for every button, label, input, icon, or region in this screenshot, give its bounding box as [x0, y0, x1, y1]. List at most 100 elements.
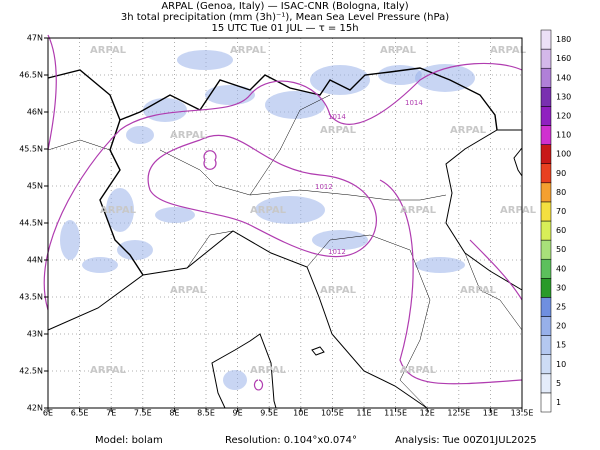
- x-tick-label: 12.5E: [447, 409, 470, 418]
- isobar-label: 1012: [315, 183, 333, 191]
- colorbar-swatch: [540, 48, 552, 69]
- colorbar-label: 100: [556, 150, 571, 159]
- title-line: 15 UTC Tue 01 JUL — τ = 15h: [211, 23, 358, 34]
- colorbar-label: 120: [556, 111, 571, 120]
- y-tick-label: 42.5N: [19, 367, 43, 376]
- colorbar-swatch: [540, 163, 552, 184]
- x-tick-label: 11.5E: [384, 409, 407, 418]
- watermark: ARPAL: [500, 205, 537, 216]
- axes: 6E 6.5E 7E 7.5E 8E 8.5E 9E 9.5E 10E 10.5E 11E 11.5E…: [19, 34, 533, 418]
- footer-analysis: Analysis: Tue 00Z01JUL2025: [395, 435, 537, 446]
- colorbar-swatch: [540, 373, 552, 394]
- y-tick-label: 44N: [27, 256, 43, 265]
- colorbar-swatch: [540, 220, 552, 241]
- colorbar-label: 70: [556, 207, 566, 216]
- watermark: ARPAL: [320, 285, 357, 296]
- colorbar-label: 180: [556, 35, 571, 44]
- x-tick-label: 13E: [483, 409, 498, 418]
- colorbar-label: 60: [556, 226, 566, 235]
- x-tick-label: 13.5E: [511, 409, 534, 418]
- x-tick-label: 9E: [233, 409, 243, 418]
- watermark: ARPAL: [490, 45, 527, 56]
- colorbar-swatch: [540, 297, 552, 317]
- x-tick-label: 8.5E: [197, 409, 215, 418]
- watermark: ARPAL: [400, 205, 437, 216]
- x-tick-label: 10E: [293, 409, 308, 418]
- watermark: ARPAL: [170, 130, 207, 141]
- colorbar-label: 110: [556, 131, 571, 140]
- watermark: ARPAL: [250, 205, 287, 216]
- colorbar-swatch: [540, 106, 552, 126]
- watermark: ARPAL: [250, 365, 287, 376]
- x-tick-label: 12E: [420, 409, 435, 418]
- colorbar-label: 1: [556, 398, 561, 407]
- colorbar-swatch: [540, 258, 552, 279]
- y-tick-label: 45.5N: [19, 145, 43, 154]
- colorbar-label: 40: [556, 264, 566, 273]
- colorbar-swatch: [540, 316, 552, 336]
- isobar-label: 1014: [405, 99, 423, 107]
- watermarks: ARPAL ARPAL ARPAL ARPAL ARPAL ARPAL ARPAL ARPAL…: [90, 45, 537, 376]
- map-frame: [47, 37, 523, 409]
- footer-model: Model: bolam: [95, 435, 163, 446]
- x-tick-label: 11E: [356, 409, 371, 418]
- colorbar-label: 20: [556, 322, 566, 331]
- y-tick-label: 45N: [27, 182, 43, 191]
- isobar-label: 1014: [328, 113, 346, 121]
- colorbar-swatch: [540, 125, 552, 145]
- y-tick-label: 46N: [27, 108, 43, 117]
- watermark: ARPAL: [230, 45, 267, 56]
- colorbar-swatch: [540, 182, 552, 203]
- isobar-label: 1012: [328, 248, 346, 256]
- x-tick-label: 7E: [106, 409, 116, 418]
- watermark: ARPAL: [90, 365, 127, 376]
- y-tick-label: 46.5N: [19, 71, 43, 80]
- watermark: ARPAL: [170, 285, 207, 296]
- isobars: [43, 34, 523, 391]
- colorbar-label: 90: [556, 169, 566, 178]
- colorbar-swatch: [540, 144, 552, 164]
- y-tick-label: 42N: [27, 404, 43, 413]
- x-tick-label: 6.5E: [71, 409, 89, 418]
- titles: ARPAL (Genoa, Italy) — ISAC-CNR (Bologna…: [121, 1, 449, 34]
- watermark: ARPAL: [380, 45, 417, 56]
- watermark: ARPAL: [400, 365, 437, 376]
- colorbar-swatch: [540, 67, 552, 88]
- x-tick-label: 6E: [43, 409, 53, 418]
- y-tick-label: 43.5N: [19, 293, 43, 302]
- colorbar-label: 15: [556, 341, 566, 350]
- colorbar-label: 50: [556, 245, 566, 254]
- colorbar-swatch: [540, 354, 552, 375]
- title-line: ARPAL (Genoa, Italy) — ISAC-CNR (Bologna…: [161, 1, 408, 12]
- colorbar-swatch: [540, 392, 552, 413]
- colorbar-label: 10: [556, 360, 566, 369]
- colorbar-label: 140: [556, 73, 571, 82]
- colorbar-swatch: [540, 201, 552, 222]
- footer: Model: bolam Resolution: 0.104°x0.074° A…: [95, 435, 537, 446]
- colorbar-swatch: [540, 335, 552, 355]
- title-line: 3h total precipitation (mm (3h)⁻¹), Mean…: [121, 12, 449, 23]
- watermark: ARPAL: [90, 45, 127, 56]
- x-tick-label: 9.5E: [260, 409, 278, 418]
- colorbar: 1510152025304050607080901001101201301401…: [540, 29, 571, 413]
- y-tick-label: 44.5N: [19, 219, 43, 228]
- coastlines: [47, 129, 523, 409]
- watermark: ARPAL: [100, 205, 137, 216]
- y-tick-label: 47N: [27, 34, 43, 43]
- footer-resolution: Resolution: 0.104°x0.074°: [225, 435, 357, 446]
- watermark: ARPAL: [320, 125, 357, 136]
- colorbar-swatch: [540, 29, 552, 50]
- colorbar-label: 5: [556, 379, 561, 388]
- colorbar-label: 80: [556, 188, 566, 197]
- colorbar-label: 25: [556, 302, 566, 311]
- colorbar-swatch: [540, 278, 552, 298]
- colorbar-label: 160: [556, 54, 571, 63]
- colorbar-label: 130: [556, 92, 571, 101]
- colorbar-swatch: [540, 87, 552, 107]
- watermark: ARPAL: [460, 285, 497, 296]
- x-tick-label: 10.5E: [321, 409, 344, 418]
- isobar-labels: 1014 1014 1012 1012: [315, 99, 423, 256]
- x-tick-label: 7.5E: [134, 409, 152, 418]
- borders: [47, 67, 523, 409]
- y-tick-label: 43N: [27, 330, 43, 339]
